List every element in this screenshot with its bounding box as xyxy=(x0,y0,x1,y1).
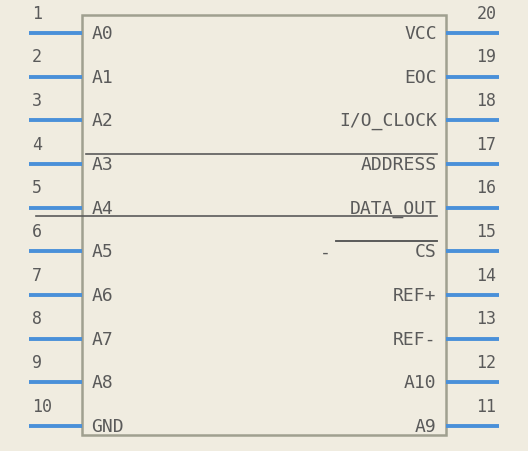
Text: 6: 6 xyxy=(32,223,42,240)
Text: A1: A1 xyxy=(91,69,113,87)
Text: -: - xyxy=(320,243,331,261)
Text: EOC: EOC xyxy=(404,69,437,87)
Text: 16: 16 xyxy=(476,179,496,197)
Text: 17: 17 xyxy=(476,135,496,153)
Text: 11: 11 xyxy=(476,397,496,415)
Text: A6: A6 xyxy=(91,286,113,304)
Text: 8: 8 xyxy=(32,310,42,328)
Text: 13: 13 xyxy=(476,310,496,328)
Text: A2: A2 xyxy=(91,112,113,130)
Text: A4: A4 xyxy=(91,199,113,217)
Text: VCC: VCC xyxy=(404,25,437,43)
Text: 19: 19 xyxy=(476,48,496,66)
Text: A5: A5 xyxy=(91,243,113,261)
Text: A9: A9 xyxy=(415,417,437,435)
Text: A0: A0 xyxy=(91,25,113,43)
Text: REF+: REF+ xyxy=(393,286,437,304)
Text: A3: A3 xyxy=(91,156,113,174)
Text: 4: 4 xyxy=(32,135,42,153)
Text: A10: A10 xyxy=(404,373,437,391)
Text: 20: 20 xyxy=(476,5,496,23)
Text: A8: A8 xyxy=(91,373,113,391)
Text: 9: 9 xyxy=(32,354,42,371)
Text: I/O_CLOCK: I/O_CLOCK xyxy=(339,112,437,130)
Text: REF-: REF- xyxy=(393,330,437,348)
Text: ADDRESS: ADDRESS xyxy=(361,156,437,174)
Text: 10: 10 xyxy=(32,397,52,415)
Bar xyxy=(82,16,446,435)
Text: 18: 18 xyxy=(476,92,496,110)
Text: 1: 1 xyxy=(32,5,42,23)
Text: 5: 5 xyxy=(32,179,42,197)
Text: 12: 12 xyxy=(476,354,496,371)
Text: 2: 2 xyxy=(32,48,42,66)
Text: 3: 3 xyxy=(32,92,42,110)
Text: DATA_OUT: DATA_OUT xyxy=(350,199,437,217)
Text: CS: CS xyxy=(415,243,437,261)
Text: 14: 14 xyxy=(476,266,496,284)
Text: A7: A7 xyxy=(91,330,113,348)
Text: 15: 15 xyxy=(476,223,496,240)
Text: GND: GND xyxy=(91,417,124,435)
Text: 7: 7 xyxy=(32,266,42,284)
